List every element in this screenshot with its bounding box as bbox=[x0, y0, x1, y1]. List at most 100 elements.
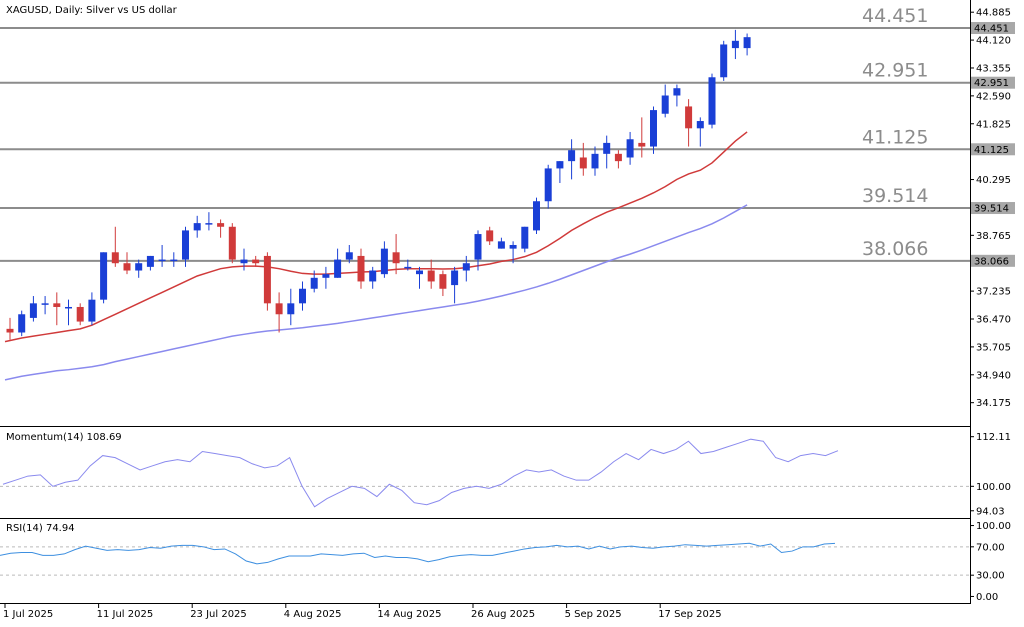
bullish-candle bbox=[65, 299, 72, 326]
bullish-candle bbox=[533, 197, 540, 235]
candle-body bbox=[626, 139, 634, 158]
price-axis-tick-label: 37.235 bbox=[976, 287, 1011, 298]
bullish-candle bbox=[568, 139, 576, 180]
candle-body bbox=[135, 263, 143, 271]
level-label: 41.125 bbox=[862, 126, 928, 148]
bullish-candle bbox=[509, 241, 517, 264]
price-panel bbox=[0, 0, 970, 427]
candlestick-series bbox=[6, 29, 751, 340]
level-price-tag bbox=[971, 143, 1015, 156]
price-axis-tick-label: 34.940 bbox=[976, 370, 1011, 381]
candle-body bbox=[41, 303, 49, 305]
candle-body bbox=[6, 328, 14, 333]
candle-body bbox=[88, 299, 96, 322]
candle-body bbox=[100, 252, 108, 300]
bullish-candle bbox=[708, 73, 716, 129]
bullish-candle bbox=[626, 131, 634, 165]
level-label: 44.451 bbox=[862, 5, 928, 27]
bearish-candle bbox=[228, 223, 236, 264]
bullish-candle bbox=[299, 281, 306, 311]
candle-body bbox=[416, 270, 423, 275]
bullish-candle bbox=[182, 226, 189, 267]
momentum-title: Momentum(14) 108.69 bbox=[6, 432, 122, 443]
candle-body bbox=[76, 306, 84, 322]
bullish-candle bbox=[474, 230, 482, 271]
bullish-candle bbox=[404, 259, 412, 271]
candle-body bbox=[650, 110, 657, 147]
time-axis-tick-label: 11 Jul 2025 bbox=[97, 609, 154, 620]
bearish-candle bbox=[427, 259, 435, 289]
bullish-candle bbox=[205, 212, 213, 231]
rsi-axis-tick-label: 0.00 bbox=[976, 592, 998, 603]
bullish-candle bbox=[416, 266, 423, 289]
bearish-candle bbox=[275, 292, 283, 333]
candle-body bbox=[603, 142, 611, 154]
bullish-candle bbox=[135, 259, 143, 278]
candle-body bbox=[451, 270, 459, 286]
time-axis-tick-label: 26 Aug 2025 bbox=[471, 609, 535, 620]
momentum-axis-tick-label: 100.00 bbox=[976, 482, 1011, 493]
bullish-candle bbox=[18, 310, 26, 337]
price-axis-tick-label: 36.470 bbox=[976, 315, 1011, 326]
bullish-candle bbox=[544, 164, 552, 209]
candle-body bbox=[18, 314, 26, 333]
candle-body bbox=[544, 168, 552, 202]
bullish-candle bbox=[287, 288, 295, 326]
bullish-candle bbox=[603, 135, 611, 169]
candle-body bbox=[579, 157, 587, 169]
rsi-axis-tick-label: 70.00 bbox=[976, 542, 1005, 553]
time-axis-tick-label: 5 Sep 2025 bbox=[565, 609, 622, 620]
bullish-candle bbox=[334, 248, 342, 278]
candle-body bbox=[638, 142, 646, 147]
candle-body bbox=[193, 223, 201, 231]
candle-body bbox=[427, 270, 435, 282]
candle-body bbox=[252, 259, 260, 264]
bullish-candle bbox=[380, 241, 388, 278]
bullish-candle bbox=[462, 255, 470, 282]
price-axis-tick-label: 43.355 bbox=[976, 63, 1011, 74]
price-chart-title: XAGUSD, Daily: Silver vs US dollar bbox=[6, 5, 178, 16]
candle-body bbox=[53, 303, 61, 307]
bullish-candle bbox=[731, 29, 739, 60]
candle-body bbox=[685, 106, 693, 129]
candle-body bbox=[146, 255, 154, 267]
price-axis-tick-label: 40.295 bbox=[976, 175, 1011, 186]
bullish-candle bbox=[497, 237, 505, 249]
bullish-candle bbox=[696, 117, 704, 147]
candle-body bbox=[533, 201, 540, 231]
candle-body bbox=[392, 252, 400, 264]
bullish-candle bbox=[661, 84, 669, 118]
momentum-axis-tick-label: 112.11 bbox=[976, 432, 1011, 443]
candle-body bbox=[661, 95, 669, 114]
candle-body bbox=[357, 255, 365, 282]
candle-body bbox=[322, 274, 330, 278]
bullish-candle bbox=[170, 252, 178, 267]
level-price-tag-text: 44.451 bbox=[974, 24, 1009, 35]
candle-body bbox=[345, 252, 353, 260]
candle-body bbox=[568, 150, 576, 162]
rsi-axis-tick-label: 100.00 bbox=[976, 521, 1011, 532]
candle-body bbox=[743, 37, 751, 49]
time-axis: 1 Jul 2025 11 Jul 2025 23 Jul 2025 4 Aug 20… bbox=[3, 604, 722, 620]
bullish-candle bbox=[720, 40, 728, 81]
bearish-candle bbox=[111, 226, 119, 267]
candle-body bbox=[474, 234, 482, 260]
level-price-tag bbox=[971, 22, 1015, 35]
bullish-candle bbox=[743, 33, 751, 56]
bearish-candle bbox=[392, 234, 400, 275]
bullish-candle bbox=[240, 248, 248, 271]
candle-body bbox=[29, 303, 37, 318]
rsi-title: RSI(14) 74.94 bbox=[6, 523, 75, 534]
bearish-candle bbox=[6, 317, 14, 340]
bullish-candle bbox=[88, 292, 96, 326]
candle-body bbox=[731, 40, 739, 49]
level-price-tag-text: 42.951 bbox=[974, 78, 1009, 89]
bearish-candle bbox=[252, 255, 260, 267]
bullish-candle bbox=[158, 244, 166, 267]
candle-body bbox=[673, 88, 681, 96]
candle-body bbox=[369, 270, 377, 282]
level-price-tag bbox=[971, 202, 1015, 215]
candle-body bbox=[334, 259, 342, 278]
bullish-candle bbox=[369, 266, 377, 289]
level-label: 42.951 bbox=[862, 60, 928, 82]
